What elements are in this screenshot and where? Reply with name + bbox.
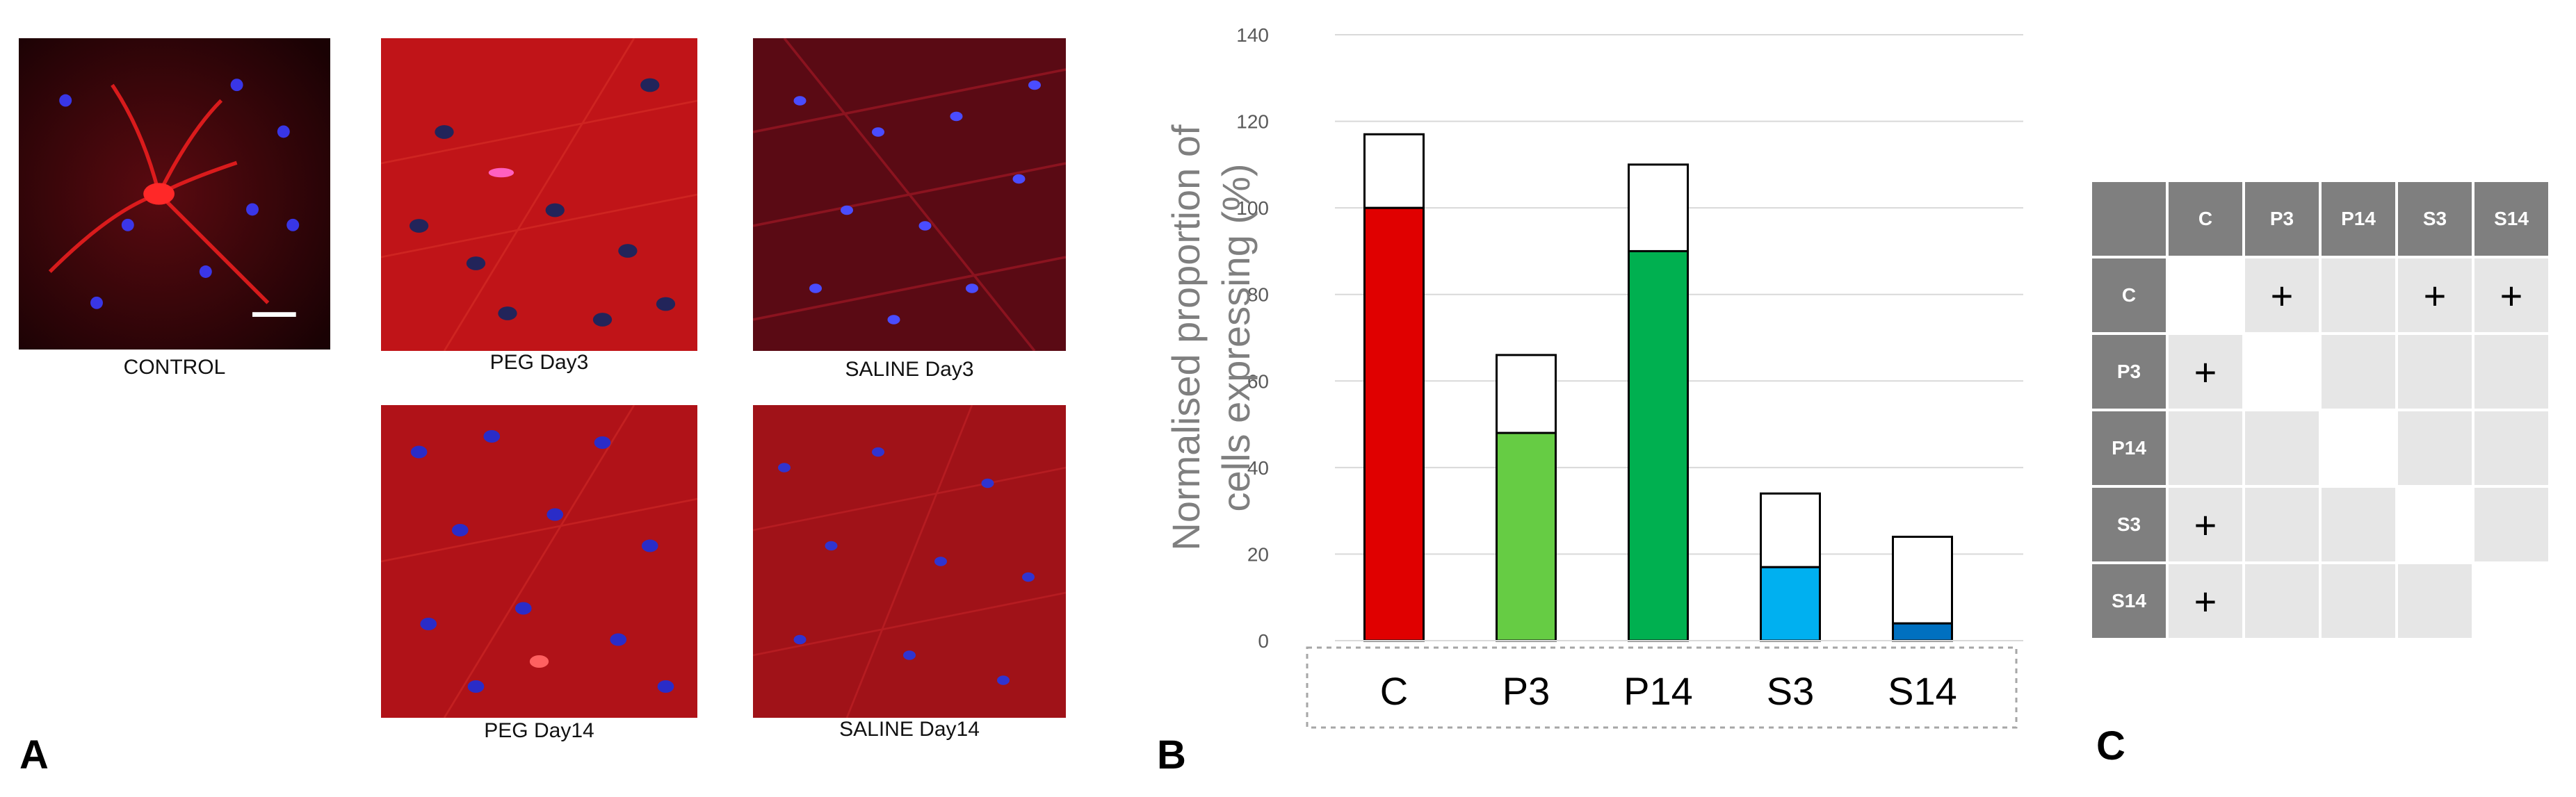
- caption-control: CONTROL: [123, 356, 226, 379]
- matrix-row-header: P14: [2092, 411, 2166, 485]
- bar-segment: [1363, 206, 1425, 642]
- y-axis-label-line: Normalised proportion of: [1164, 124, 1208, 551]
- matrix-cell: [2398, 488, 2472, 561]
- matrix-cell: [2398, 335, 2472, 409]
- y-tick-label: 60: [1247, 370, 1269, 392]
- matrix-cell: [2169, 258, 2242, 332]
- matrix-cell: [2245, 564, 2319, 638]
- matrix-col-header: P14: [2322, 182, 2395, 256]
- micrograph-peg-day3: [381, 38, 697, 351]
- y-tick-label: 20: [1247, 543, 1269, 565]
- y-tick-label: 120: [1236, 111, 1269, 133]
- caption-peg-day14: PEG Day14: [484, 719, 594, 742]
- matrix-cell: [2322, 258, 2395, 332]
- bar-segment: [1892, 622, 1953, 642]
- matrix-cell: [2322, 564, 2395, 638]
- matrix-cell: [2474, 335, 2548, 409]
- x-tick-label: S3: [1767, 669, 1815, 713]
- matrix-cell: [2474, 564, 2548, 638]
- y-tick-label: 0: [1258, 630, 1269, 652]
- micrograph-saline-day3: [753, 38, 1066, 351]
- matrix-cell: [2398, 564, 2472, 638]
- bar-segment: [1760, 566, 1821, 642]
- micrograph-saline-day14: [753, 405, 1066, 718]
- matrix-cell: [2169, 411, 2242, 485]
- matrix-row-header: P3: [2092, 335, 2166, 409]
- matrix-col-header: S14: [2474, 182, 2548, 256]
- caption-saline-day14: SALINE Day14: [839, 718, 980, 741]
- matrix-cell: [2245, 411, 2319, 485]
- matrix-cell: [2322, 411, 2395, 485]
- bar-chart: 0 20 40 60 80 100 120 140 Normalised proportion …: [1164, 24, 2023, 729]
- caption-saline-day3: SALINE Day3: [845, 358, 974, 381]
- x-axis-box: [1306, 646, 2018, 729]
- y-tick-label: 40: [1247, 457, 1269, 479]
- y-tick-label: 80: [1247, 284, 1269, 306]
- significance-matrix: C P3 P14 S3 S14 C + + + P3 + P14: [2089, 179, 2551, 641]
- matrix-row-header: C: [2092, 258, 2166, 332]
- x-tick-label: S14: [1888, 669, 1957, 713]
- bar-segment: [1496, 432, 1557, 642]
- matrix-cell: +: [2169, 488, 2242, 561]
- matrix-cell: +: [2398, 258, 2472, 332]
- bar-segment: [1363, 133, 1425, 209]
- micrograph-control: [19, 38, 330, 350]
- panel-letter-a: A: [19, 732, 49, 778]
- matrix-cell: [2245, 488, 2319, 561]
- matrix-col-header: C: [2169, 182, 2242, 256]
- bar-segment: [1496, 354, 1557, 434]
- y-tick-label: 100: [1236, 197, 1269, 219]
- matrix-cell: +: [2169, 564, 2242, 638]
- bar-segment: [1892, 536, 1953, 625]
- matrix-row-header: S3: [2092, 488, 2166, 561]
- matrix-cell: +: [2245, 258, 2319, 332]
- matrix-cell: +: [2169, 335, 2242, 409]
- matrix-cell: +: [2474, 258, 2548, 332]
- matrix-row-header: S14: [2092, 564, 2166, 638]
- matrix-corner: [2092, 182, 2166, 256]
- matrix-col-header: S3: [2398, 182, 2472, 256]
- matrix-cell: [2474, 488, 2548, 561]
- matrix-cell: [2245, 335, 2319, 409]
- matrix-cell: [2474, 411, 2548, 485]
- matrix-cell: [2322, 335, 2395, 409]
- bar-segment: [1760, 492, 1821, 568]
- panel-letter-b: B: [1157, 732, 1186, 778]
- y-tick-label: 140: [1236, 24, 1269, 46]
- x-tick-label: C: [1380, 669, 1408, 713]
- x-tick-label: P3: [1502, 669, 1550, 713]
- panel-letter-c: C: [2096, 723, 2125, 769]
- x-tick-label: P14: [1623, 669, 1693, 713]
- matrix-col-header: P3: [2245, 182, 2319, 256]
- y-axis-label-line: cells expressing (%): [1214, 163, 1258, 511]
- caption-peg-day3: PEG Day3: [489, 351, 589, 374]
- bar-segment: [1628, 163, 1689, 252]
- bar-segment: [1628, 249, 1689, 642]
- matrix-cell: [2398, 411, 2472, 485]
- micrograph-peg-day14: [381, 405, 697, 718]
- y-axis-label: Normalised proportion of cells expressing…: [1164, 124, 1258, 551]
- matrix-cell: [2322, 488, 2395, 561]
